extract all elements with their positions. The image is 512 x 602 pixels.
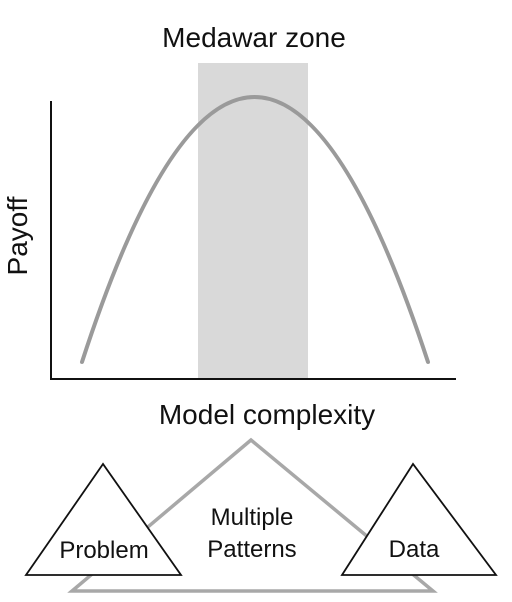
data-label: Data — [389, 536, 440, 563]
x-axis-label: Model complexity — [159, 399, 375, 430]
zone-label: Medawar zone — [162, 22, 346, 53]
problem-triangle — [24, 462, 183, 576]
multiple-label: Multiple — [211, 504, 294, 531]
payoff-curve — [80, 95, 430, 364]
y-axis-label: Payoff — [2, 196, 33, 275]
medawar-zone-band — [198, 63, 308, 379]
data-triangle — [340, 462, 498, 576]
patterns-label: Patterns — [207, 536, 296, 563]
problem-label: Problem — [59, 537, 148, 564]
